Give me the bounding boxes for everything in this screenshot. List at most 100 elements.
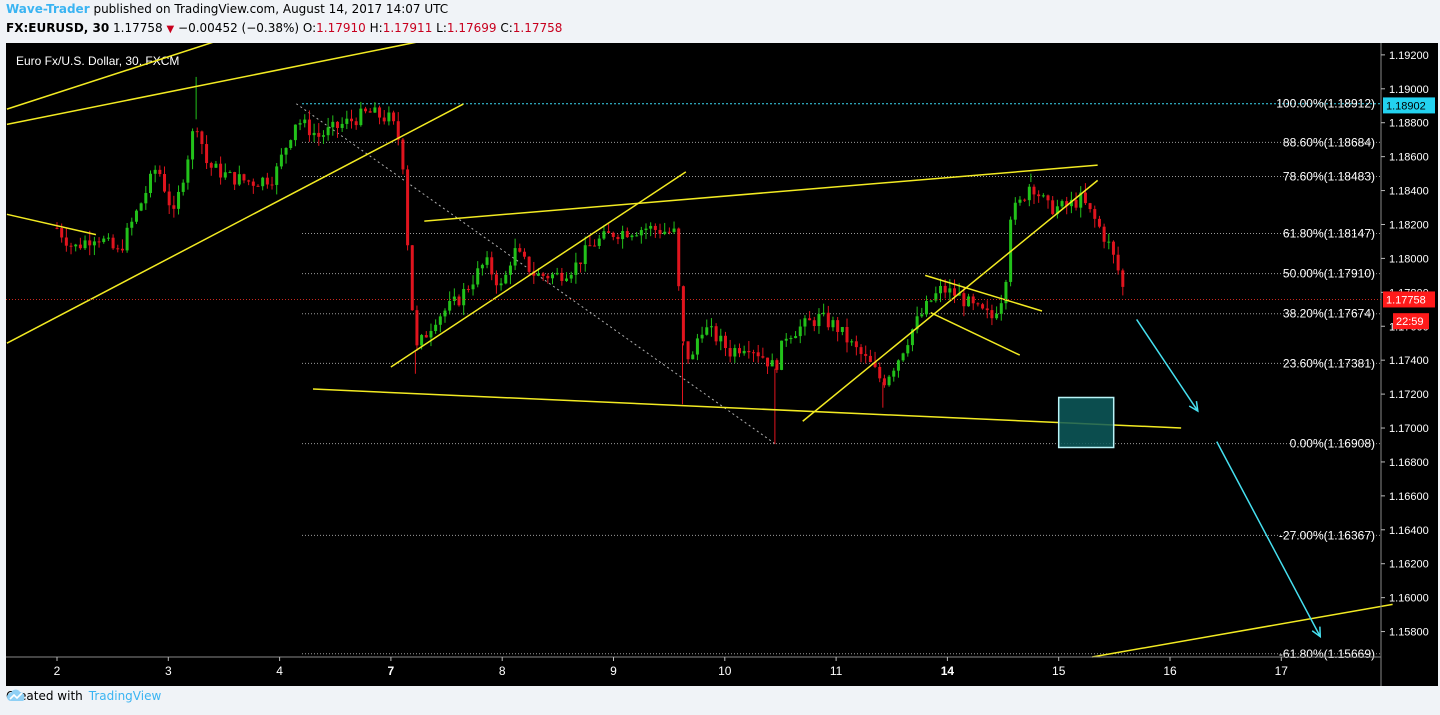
fib-label: -27.00%(1.16367): [1279, 528, 1375, 542]
candle-body: [237, 174, 241, 185]
price-tick-label: 1.16000: [1389, 593, 1429, 605]
candle-body: [1093, 209, 1097, 219]
low-value: 1.17699: [446, 21, 497, 35]
candle-body: [522, 251, 526, 257]
candle-body: [158, 169, 162, 175]
candle-body: [321, 135, 325, 137]
candle-body: [247, 180, 251, 182]
candle-body: [410, 245, 414, 311]
candle-body: [854, 341, 858, 348]
tradingview-brand[interactable]: TradingView: [88, 689, 162, 703]
candle-body: [728, 348, 732, 357]
candle-body: [826, 312, 830, 328]
candle-body: [490, 257, 494, 275]
candle-body: [593, 245, 597, 247]
candle-body: [387, 112, 391, 122]
candle-body: [401, 139, 405, 170]
candle-body: [181, 182, 185, 192]
fib-label: -61.80%(1.15669): [1279, 647, 1375, 661]
candle-body: [649, 225, 653, 229]
candle-body: [513, 248, 517, 266]
candle-body: [1074, 199, 1078, 208]
target-zone: [1057, 396, 1115, 449]
candle-body: [667, 231, 671, 233]
candle-body: [709, 326, 713, 328]
candle-body: [349, 118, 353, 122]
candle-body: [812, 320, 816, 327]
candle-body: [873, 361, 877, 367]
candle-body: [1079, 192, 1083, 208]
candle-body: [658, 229, 662, 235]
candle-body: [1037, 194, 1041, 197]
fib-label: 38.20%(1.17674): [1283, 307, 1375, 321]
candle-body: [102, 238, 106, 243]
candle-body: [653, 225, 657, 230]
candle-body: [317, 132, 321, 137]
author-link[interactable]: Wave-Trader: [6, 2, 90, 16]
fib-label: 88.60%(1.18684): [1283, 135, 1375, 149]
candle-body: [1051, 200, 1055, 215]
chart-area[interactable]: Euro Fx/U.S. Dollar, 30, FXCM 100.00%(1.1…: [6, 43, 1438, 686]
channel-line-right: [802, 179, 1099, 422]
trend-line-top-1: [6, 43, 214, 110]
publish-text: published on TradingView.com, August 14,…: [93, 2, 449, 16]
candle-body: [1065, 201, 1069, 207]
candle-body: [1060, 201, 1064, 207]
chart-title: Euro Fx/U.S. Dollar, 30, FXCM: [16, 54, 179, 68]
candle-body: [163, 174, 167, 192]
candle-body: [882, 378, 886, 386]
candle-body: [733, 348, 737, 357]
candle-body: [1046, 195, 1050, 201]
price-label-timer: 22:59: [1396, 316, 1424, 328]
candle-body: [382, 117, 386, 122]
wedge-bottom: [930, 312, 1021, 356]
candle-body: [995, 313, 999, 319]
fib-label: 100.00%(1.18912): [1276, 97, 1375, 111]
low-label: L:: [436, 21, 447, 35]
candle-body: [312, 132, 316, 136]
candle-body: [700, 334, 704, 339]
candle-body: [1121, 270, 1125, 287]
candle-body: [971, 296, 975, 304]
candle-body: [929, 300, 933, 302]
candle-body: [279, 154, 283, 167]
candle-body: [770, 360, 774, 367]
candle-body: [186, 159, 190, 183]
candle-body: [1055, 206, 1059, 215]
candle-body: [569, 274, 573, 279]
candle-body: [551, 274, 555, 279]
candle-body: [434, 324, 438, 332]
price-chart[interactable]: Euro Fx/U.S. Dollar, 30, FXCM 100.00%(1.1…: [6, 43, 1438, 686]
price-tick-label: 1.17400: [1389, 355, 1429, 367]
candle-body: [508, 265, 512, 275]
last-price: 1.17758: [113, 21, 163, 35]
candle-body: [686, 341, 690, 360]
candle-body: [424, 335, 428, 338]
candle-body: [597, 238, 601, 246]
price-tick-label: 1.19000: [1389, 84, 1429, 96]
candle-body: [985, 308, 989, 311]
price-label-high: 1.18902: [1386, 100, 1426, 112]
candle-body: [756, 352, 760, 357]
fib-label: 61.80%(1.18147): [1283, 226, 1375, 240]
created-with-text: Created with: [6, 689, 83, 703]
candle-body: [611, 232, 615, 237]
projection-arrow-2: [1216, 441, 1321, 637]
price-tick-label: 1.18000: [1389, 253, 1429, 265]
candle-body: [116, 248, 120, 250]
candle-body: [541, 273, 545, 276]
candle-body: [981, 304, 985, 309]
candle-body: [134, 210, 138, 222]
fib-label: 50.00%(1.17910): [1283, 267, 1375, 281]
candle-body: [840, 326, 844, 332]
candle-body: [499, 283, 503, 286]
candle-body: [452, 296, 456, 302]
price-tick-label: 1.15800: [1389, 627, 1429, 639]
candle-body: [378, 107, 382, 118]
candle-body: [69, 245, 73, 247]
candle-body: [303, 119, 307, 124]
candle-body: [920, 314, 924, 317]
candle-body: [331, 121, 335, 128]
candle-body: [990, 310, 994, 319]
candle-body: [504, 274, 508, 284]
